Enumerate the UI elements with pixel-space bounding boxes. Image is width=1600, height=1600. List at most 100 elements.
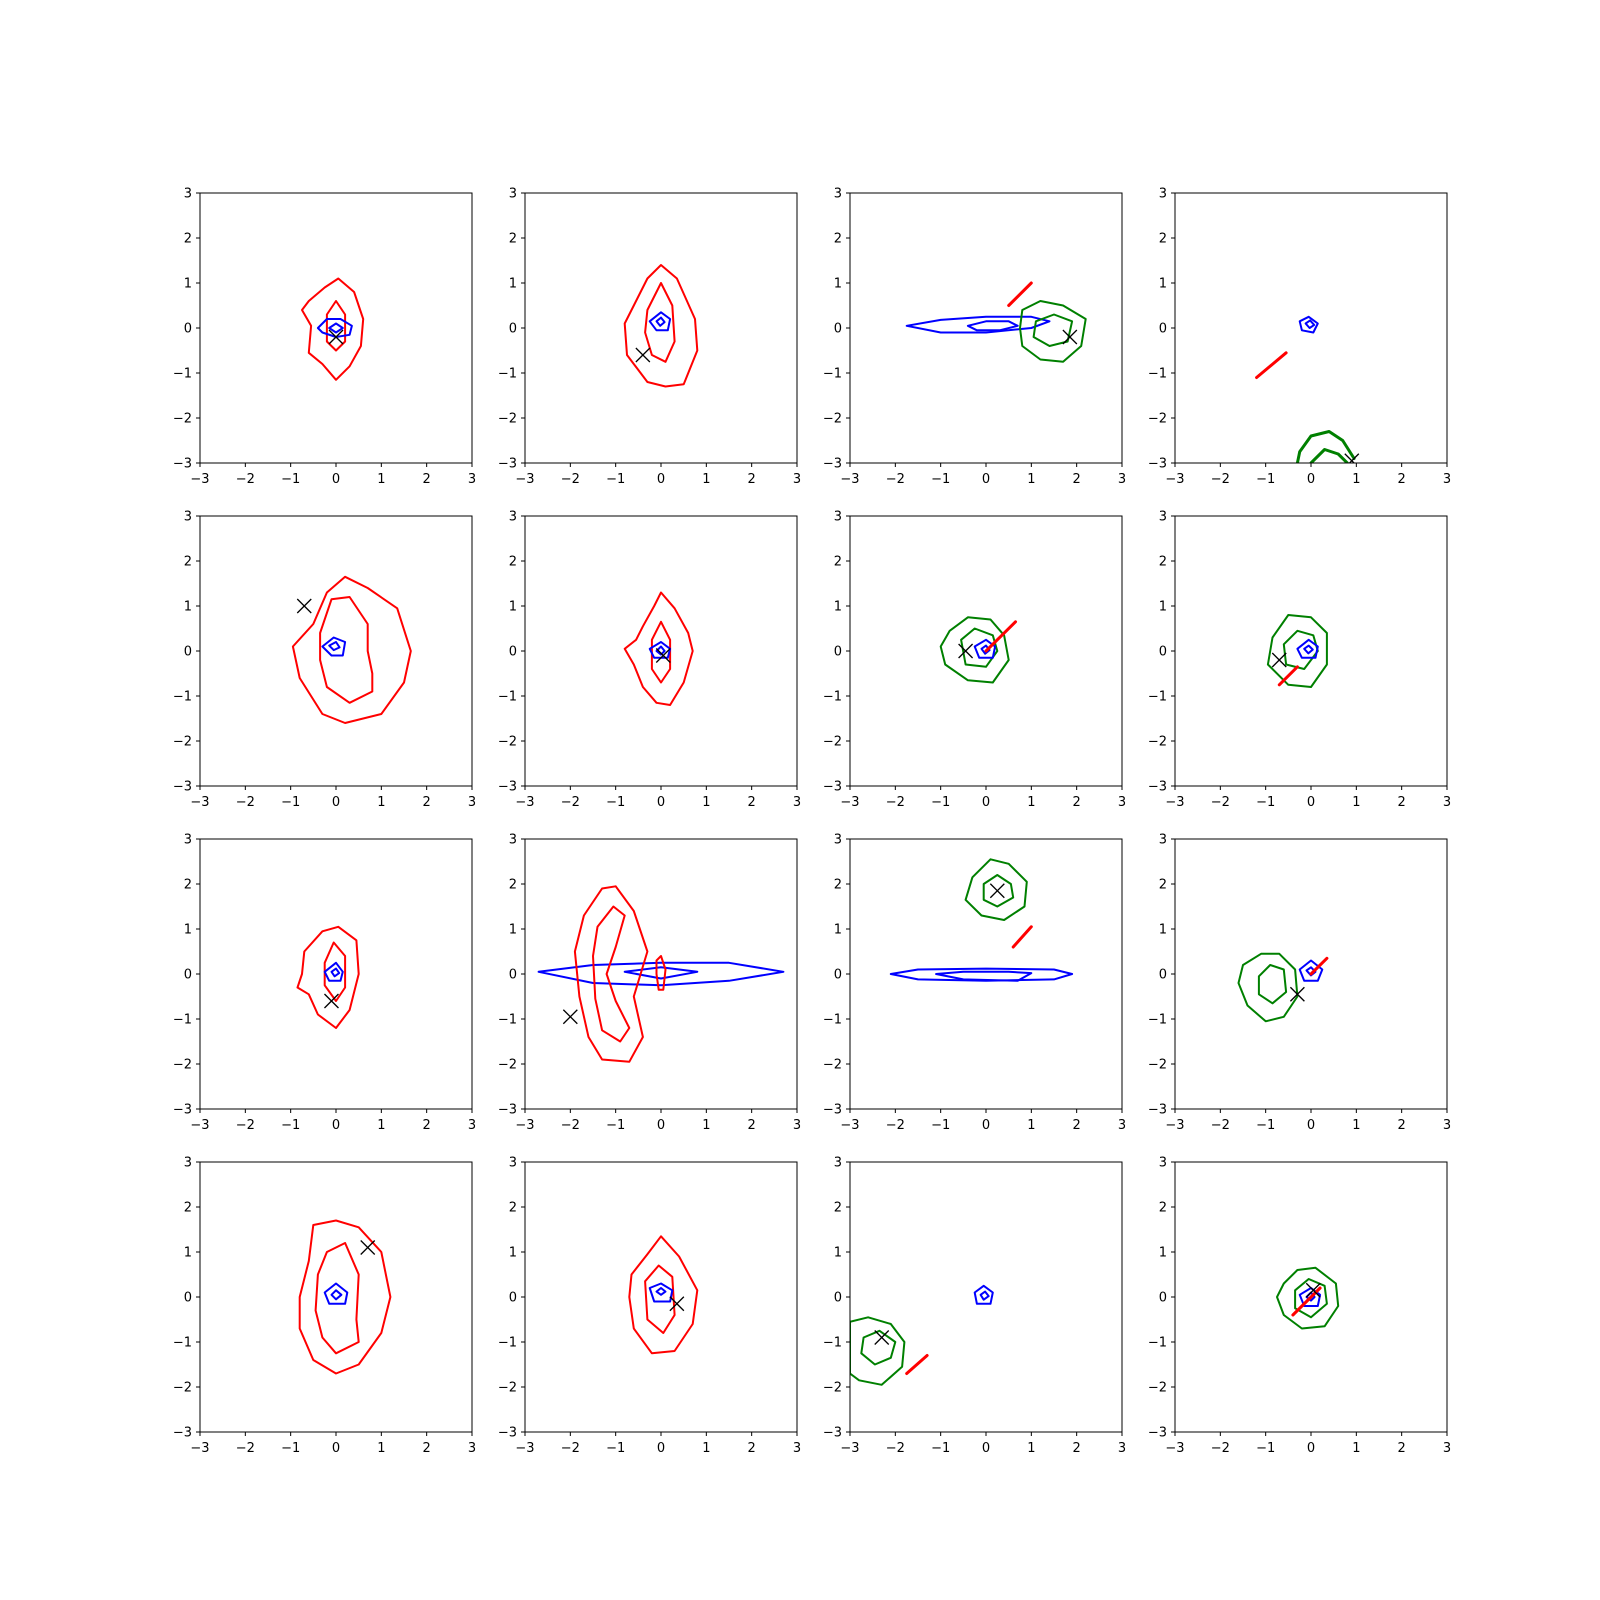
y-tick-label: −1 — [173, 1336, 192, 1351]
red-contour — [655, 955, 667, 991]
plot-area — [939, 616, 1017, 684]
x-tick-label: 2 — [423, 1118, 431, 1133]
blue-contour — [1298, 959, 1324, 982]
blue-contour — [623, 966, 699, 980]
y-tick-label: 3 — [834, 510, 842, 525]
y-tick-label: −2 — [173, 412, 192, 427]
blue-contour — [889, 967, 1074, 982]
blue-contour — [1303, 644, 1314, 655]
plot-area — [537, 885, 785, 1063]
x-tick-label: −3 — [1165, 472, 1184, 487]
y-tick-label: −3 — [498, 1426, 517, 1441]
y-tick-label: 1 — [509, 923, 517, 938]
x-tick-label: −3 — [840, 1441, 859, 1456]
y-tick-label: −2 — [1148, 1381, 1167, 1396]
y-tick-label: 1 — [834, 1246, 842, 1261]
x-tick-label: 2 — [1073, 1441, 1081, 1456]
y-tick-label: 0 — [509, 1291, 517, 1306]
y-tick-label: −1 — [1148, 1336, 1167, 1351]
x-tick-label: 1 — [377, 1118, 385, 1133]
y-tick-label: −2 — [1148, 412, 1167, 427]
y-tick-label: −2 — [498, 1058, 517, 1073]
y-tick-label: 3 — [509, 1156, 517, 1171]
y-tick-label: 1 — [184, 277, 192, 292]
y-tick-label: 2 — [184, 232, 192, 247]
x-marker — [324, 993, 339, 1009]
green-contour — [1266, 614, 1328, 688]
x-tick-label: 1 — [377, 472, 385, 487]
blue-contour — [655, 1287, 667, 1296]
y-tick-label: 3 — [184, 187, 192, 202]
x-tick-label: −3 — [1165, 1441, 1184, 1456]
x-tick-label: 1 — [1352, 1118, 1360, 1133]
y-tick-label: 0 — [1159, 322, 1167, 337]
x-tick-label: 1 — [702, 1441, 710, 1456]
x-tick-label: 3 — [1443, 472, 1451, 487]
blue-contour — [648, 641, 672, 659]
x-marker — [562, 1009, 578, 1025]
y-tick-label: 2 — [509, 555, 517, 570]
x-tick-label: −2 — [236, 472, 255, 487]
y-tick-label: −2 — [823, 412, 842, 427]
x-tick-label: 3 — [1118, 472, 1126, 487]
x-tick-label: −1 — [931, 1118, 950, 1133]
green-contour — [1019, 300, 1087, 363]
x-tick-label: 2 — [748, 1441, 756, 1456]
x-tick-label: 3 — [468, 1441, 476, 1456]
red-contour — [323, 941, 347, 1002]
y-tick-label: 0 — [834, 968, 842, 983]
x-marker — [635, 347, 651, 363]
axes-frame — [524, 515, 798, 787]
y-tick-label: 1 — [1159, 923, 1167, 938]
x-tick-label: 0 — [332, 1118, 340, 1133]
blue-contour — [648, 311, 672, 332]
x-tick-label: 0 — [982, 795, 990, 810]
green-contour — [860, 1329, 897, 1366]
red-contour — [314, 1242, 360, 1355]
x-tick-label: 3 — [468, 795, 476, 810]
y-tick-label: −3 — [498, 457, 517, 472]
y-tick-label: −1 — [823, 367, 842, 382]
red-contour — [592, 905, 631, 1043]
y-tick-label: 3 — [184, 833, 192, 848]
blue-contour — [321, 636, 347, 657]
plot-area — [623, 591, 694, 706]
y-tick-label: 3 — [1159, 833, 1167, 848]
red-contour — [319, 596, 374, 704]
subplot: −3 −2 −1 0 1 2 3 −3 −2 −1 0 1 2 3 — [1148, 187, 1451, 488]
green-contour — [1257, 964, 1288, 1005]
blue-contour — [1298, 315, 1319, 334]
red-contour — [296, 925, 360, 1029]
x-tick-label: −1 — [931, 795, 950, 810]
x-tick-label: −1 — [931, 1441, 950, 1456]
y-tick-label: 3 — [184, 1156, 192, 1171]
x-marker — [1344, 453, 1360, 463]
x-tick-label: −3 — [840, 795, 859, 810]
x-tick-label: −3 — [840, 1118, 859, 1133]
x-tick-label: 2 — [423, 795, 431, 810]
x-tick-label: −1 — [1256, 1441, 1275, 1456]
axes-frame — [849, 192, 1123, 464]
y-tick-label: 2 — [509, 1201, 517, 1216]
plot-area — [298, 1219, 392, 1375]
subplot: −3 −2 −1 0 1 2 3 −3 −2 −1 0 1 2 3 — [823, 187, 1126, 488]
x-tick-label: −2 — [1211, 1441, 1230, 1456]
x-tick-label: 3 — [468, 1118, 476, 1133]
x-tick-label: 0 — [1307, 1441, 1315, 1456]
y-tick-label: 1 — [834, 600, 842, 615]
y-tick-label: 3 — [834, 833, 842, 848]
red-contour — [1255, 351, 1288, 379]
blue-contour — [328, 641, 341, 652]
x-tick-label: −1 — [281, 795, 300, 810]
x-tick-label: 2 — [1398, 1118, 1406, 1133]
y-tick-label: 2 — [834, 1201, 842, 1216]
subplot: −3 −2 −1 0 1 2 3 −3 −2 −1 0 1 2 3 — [498, 1156, 801, 1457]
red-contour — [644, 282, 676, 363]
y-tick-label: 3 — [509, 510, 517, 525]
axes-frame — [199, 838, 473, 1110]
x-tick-label: 0 — [1307, 472, 1315, 487]
green-contour — [1294, 1278, 1328, 1319]
x-tick-label: −2 — [236, 1118, 255, 1133]
green-contour — [964, 858, 1028, 921]
